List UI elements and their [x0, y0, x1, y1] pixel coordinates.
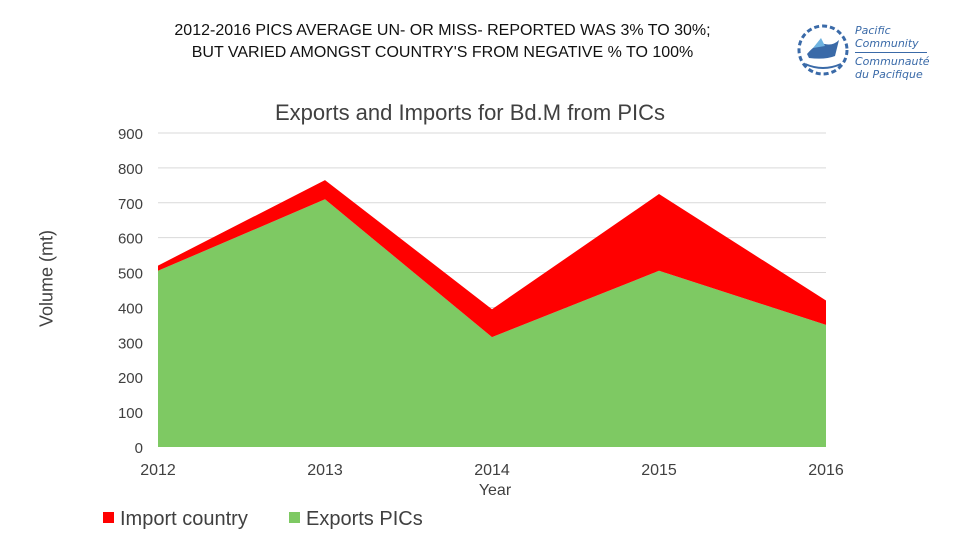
legend-item-import-country: Import country — [103, 508, 248, 531]
y-tick-label-100: 100 — [118, 405, 143, 422]
y-tick-label-400: 400 — [118, 300, 143, 317]
x-tick-label-2013: 2013 — [307, 462, 343, 479]
y-tick-label-900: 900 — [118, 126, 143, 143]
logo-text-line-4: du Pacifique — [855, 68, 923, 81]
area-series-import-country — [158, 180, 826, 338]
y-tick-label-300: 300 — [118, 335, 143, 352]
x-tick-label-2015: 2015 — [641, 462, 677, 479]
logo-text-line-1: Pacific — [855, 24, 891, 37]
y-tick-label-0: 0 — [135, 440, 143, 457]
chart-title: Exports and Imports for Bd.M from PICs — [274, 100, 665, 125]
legend-label-exports-pics: Exports PICs — [306, 508, 423, 530]
logo-text-line-3: Communauté — [855, 55, 930, 68]
logo-text-line-2: Community — [855, 37, 919, 50]
slide-title: 2012-2016 PICS AVERAGE UN- OR MISS- REPO… — [0, 20, 885, 64]
legend-item-exports-pics: Exports PICs — [289, 508, 423, 531]
y-tick-label-200: 200 — [118, 370, 143, 387]
x-tick-label-2012: 2012 — [140, 462, 176, 479]
logo-text: Pacific Community Communauté du Pacifiqu… — [855, 24, 930, 81]
y-tick-label-700: 700 — [118, 196, 143, 213]
x-tick-label-2016: 2016 — [808, 462, 844, 479]
slide-title-line-1: 2012-2016 PICS AVERAGE UN- OR MISS- REPO… — [174, 22, 711, 39]
x-axis-ticks: 2012 2013 2014 2015 2016 — [140, 462, 844, 479]
chart-areas — [158, 180, 826, 447]
y-tick-label-600: 600 — [118, 231, 143, 248]
logo-divider — [855, 52, 927, 53]
slide-title-line-2: BUT VARIED AMONGST COUNTRY'S FROM NEGATI… — [191, 44, 694, 61]
legend-swatch-import-country — [103, 512, 114, 523]
y-axis-label: Volume (mt) — [36, 229, 57, 328]
pacific-community-emblem-icon — [797, 24, 849, 76]
x-axis-label: Year — [478, 482, 512, 499]
area-series-exports-pics — [158, 199, 826, 447]
legend-swatch-exports-pics — [289, 512, 300, 523]
legend-label-import-country: Import country — [120, 508, 248, 530]
y-tick-label-800: 800 — [118, 161, 143, 178]
pacific-community-logo: Pacific Community Communauté du Pacifiqu… — [795, 22, 935, 100]
y-axis-ticks: 0 100 200 300 400 500 600 700 800 900 — [118, 126, 143, 457]
x-tick-label-2014: 2014 — [474, 462, 510, 479]
y-tick-label-500: 500 — [118, 266, 143, 283]
